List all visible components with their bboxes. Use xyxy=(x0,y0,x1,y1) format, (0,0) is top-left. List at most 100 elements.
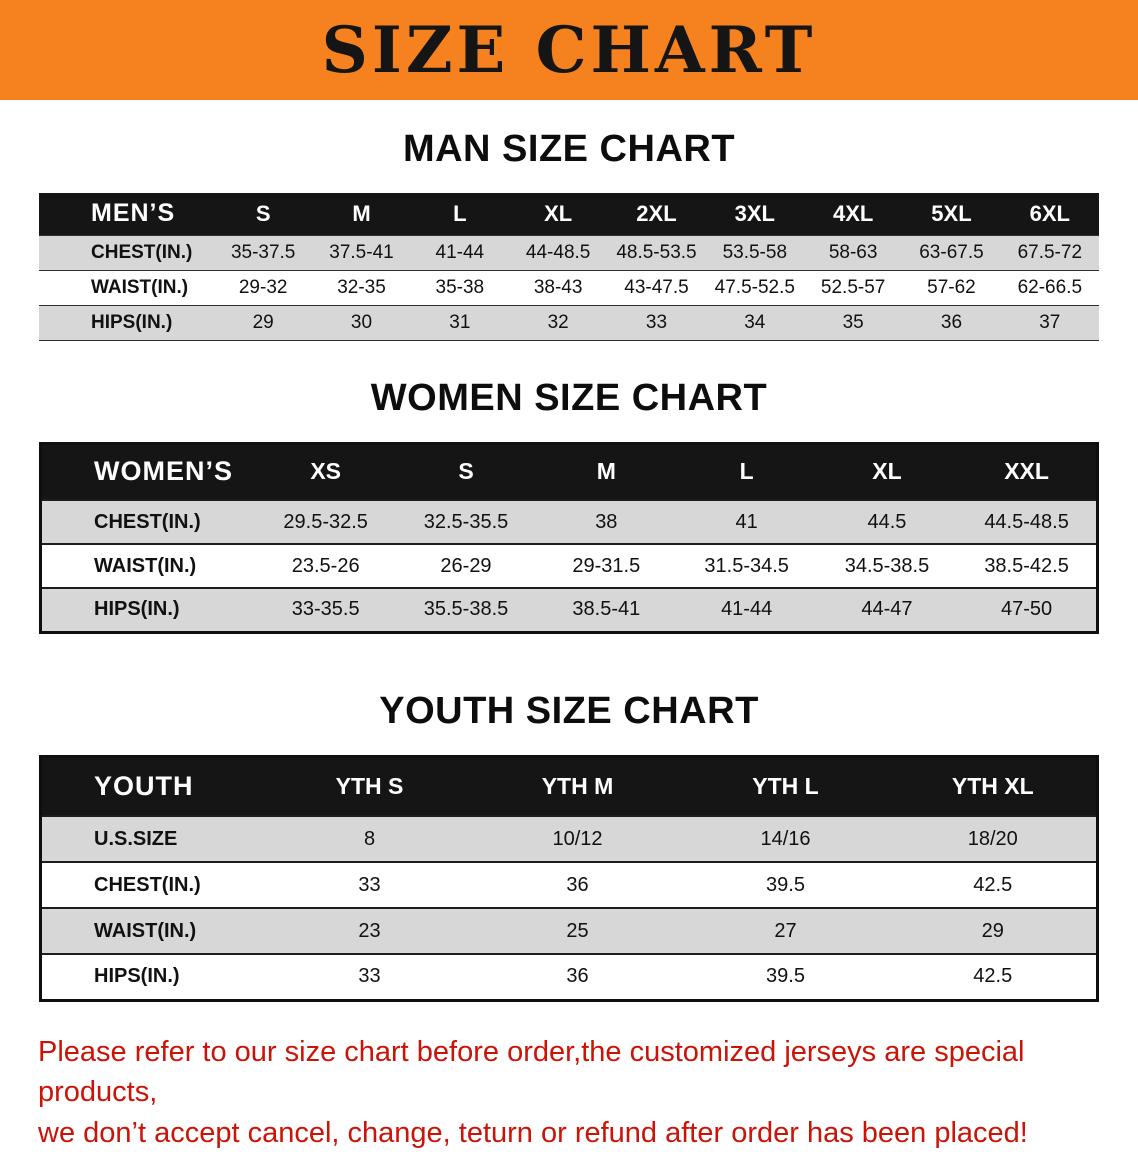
value-cell: 34.5-38.5 xyxy=(844,554,930,577)
value-cell: 14/16 xyxy=(760,827,811,850)
value-cell: 35 xyxy=(842,311,864,333)
value-cell: 44-47 xyxy=(861,598,913,621)
value-cell: 43-47.5 xyxy=(624,276,689,298)
value-cell: 57-62 xyxy=(927,276,976,298)
table-row: WAIST(IN.) 29-32 32-35 35-38 38-43 43-47.5 47.… xyxy=(39,270,1099,305)
youth-size-table: YOUTH YTH S YTH M YTH L YTH XL U.S.SIZE 8 10/12… xyxy=(39,754,1099,1002)
value-cell: 29-32 xyxy=(238,276,288,298)
row-label-cell: HIPS(IN.) xyxy=(94,965,180,988)
table-title-cell: WOMEN’S xyxy=(40,443,256,500)
size-header-cell: YTH S xyxy=(265,756,474,816)
value-cell: 32 xyxy=(547,311,569,333)
table-title-cell: MEN’S xyxy=(39,193,214,235)
size-header-cell: L xyxy=(410,193,509,235)
value-cell: 33 xyxy=(358,873,381,896)
table-row: HIPS(IN.) 33-35.5 35.5-38.5 38.5-41 41-44 44-… xyxy=(40,588,1098,632)
size-header-cell: 3XL xyxy=(705,193,804,235)
value-cell: 44-48.5 xyxy=(525,241,591,263)
value-cell: 52.5-57 xyxy=(820,276,886,298)
value-cell: 31.5-34.5 xyxy=(704,554,789,577)
value-cell: 18/20 xyxy=(967,827,1018,850)
value-cell: 36 xyxy=(566,965,589,988)
table-header-row: WOMEN’S XS S M L XL XXL xyxy=(40,443,1098,500)
value-cell: 39.5 xyxy=(766,873,805,896)
size-header-cell: 5XL xyxy=(902,193,1001,235)
row-label-cell: WAIST(IN.) xyxy=(94,554,197,577)
value-cell: 67.5-72 xyxy=(1017,241,1083,263)
value-cell: 41-44 xyxy=(435,241,485,263)
value-cell: 26-29 xyxy=(440,554,492,577)
value-cell: 25 xyxy=(566,919,589,942)
size-header-cell: M xyxy=(312,193,411,235)
size-header-cell: YTH L xyxy=(681,756,890,816)
table-row: CHEST(IN.) 35-37.5 37.5-41 41-44 44-48.5 48.5… xyxy=(39,235,1099,270)
section-men: MAN SIZE CHART MEN’S S M L XL 2XL 3XL 4XL 5XL 6XL… xyxy=(0,128,1138,341)
size-header-cell: 2XL xyxy=(607,193,706,235)
youth-section-heading: YOUTH SIZE CHART xyxy=(379,689,759,732)
value-cell: 35-37.5 xyxy=(230,241,296,263)
value-cell: 33 xyxy=(645,311,668,333)
size-header-cell: 4XL xyxy=(803,193,903,235)
value-cell: 42.5 xyxy=(973,965,1013,988)
value-cell: 39.5 xyxy=(766,965,805,988)
value-cell: 63-67.5 xyxy=(919,241,984,263)
value-cell: 32.5-35.5 xyxy=(423,510,509,533)
table-row: HIPS(IN.) 29 30 31 32 33 34 35 36 37 xyxy=(39,305,1099,340)
value-cell: 62-66.5 xyxy=(1017,276,1083,298)
table-header-row: YOUTH YTH S YTH M YTH L YTH XL xyxy=(40,756,1098,816)
value-cell: 48.5-53.5 xyxy=(616,241,697,263)
value-cell: 36 xyxy=(566,873,589,896)
size-header-cell: XXL xyxy=(957,443,1098,500)
value-cell: 37 xyxy=(1039,311,1061,333)
table-row: HIPS(IN.) 33 36 39.5 42.5 xyxy=(40,954,1098,1000)
men-size-table: MEN’S S M L XL 2XL 3XL 4XL 5XL 6XL CHEST(IN.) 35-37… xyxy=(39,193,1099,341)
table-row: CHEST(IN.) 29.5-32.5 32.5-35.5 38 41 44.5 44.5… xyxy=(40,500,1098,544)
size-header-cell: XL xyxy=(508,193,608,235)
section-youth: YOUTH SIZE CHART YOUTH YTH S YTH M YTH L YTH… xyxy=(0,690,1138,1002)
value-cell: 33-35.5 xyxy=(291,598,360,621)
value-cell: 34 xyxy=(744,311,766,333)
disclaimer-text: Please refer to our size chart before or… xyxy=(38,1032,1102,1154)
value-cell: 35-38 xyxy=(435,276,485,298)
value-cell: 29.5-32.5 xyxy=(283,510,368,533)
table-title-cell: YOUTH xyxy=(40,756,266,816)
value-cell: 44.5 xyxy=(867,510,907,533)
table-row: U.S.SIZE 8 10/12 14/16 18/20 xyxy=(40,816,1098,862)
size-header-cell: L xyxy=(676,443,817,500)
banner: SIZE CHART xyxy=(0,0,1138,100)
value-cell: 44.5-48.5 xyxy=(984,510,1069,533)
value-cell: 33 xyxy=(358,965,381,988)
size-header-cell: S xyxy=(214,193,313,235)
value-cell: 35.5-38.5 xyxy=(423,598,509,621)
women-size-table: WOMEN’S XS S M L XL XXL CHEST(IN.) 29.5-32.5 32.5… xyxy=(39,441,1099,634)
size-header-cell: XS xyxy=(255,443,396,500)
value-cell: 32-35 xyxy=(337,276,386,298)
section-women: WOMEN SIZE CHART WOMEN’S XS S M L XL XXL CHEST(… xyxy=(0,377,1138,634)
value-cell: 31 xyxy=(449,311,471,333)
value-cell: 30 xyxy=(350,311,373,333)
value-cell: 8 xyxy=(363,827,376,850)
value-cell: 41 xyxy=(735,510,758,533)
row-label-cell: WAIST(IN.) xyxy=(91,276,189,298)
row-label-cell: HIPS(IN.) xyxy=(94,598,180,621)
table-header-row: MEN’S S M L XL 2XL 3XL 4XL 5XL 6XL xyxy=(39,193,1099,235)
table-row: WAIST(IN.) 23 25 27 29 xyxy=(40,908,1098,954)
value-cell: 23 xyxy=(358,919,381,942)
value-cell: 41-44 xyxy=(721,598,773,621)
value-cell: 42.5 xyxy=(973,873,1013,896)
men-section-heading: MAN SIZE CHART xyxy=(402,128,736,170)
row-label-cell: CHEST(IN.) xyxy=(91,241,193,263)
disclaimer-line-2: we don’t accept cancel, change, teturn o… xyxy=(38,1116,1028,1149)
row-label-cell: CHEST(IN.) xyxy=(94,873,201,896)
size-header-cell: XL xyxy=(816,443,958,500)
row-label-cell: HIPS(IN.) xyxy=(91,311,173,333)
value-cell: 47.5-52.5 xyxy=(714,276,795,298)
value-cell: 38-43 xyxy=(533,276,583,298)
value-cell: 53.5-58 xyxy=(722,241,788,263)
value-cell: 38 xyxy=(595,510,618,533)
size-header-cell: 6XL xyxy=(1000,193,1099,235)
value-cell: 29 xyxy=(981,919,1004,942)
value-cell: 23.5-26 xyxy=(291,554,360,577)
value-cell: 47-50 xyxy=(1000,598,1053,621)
